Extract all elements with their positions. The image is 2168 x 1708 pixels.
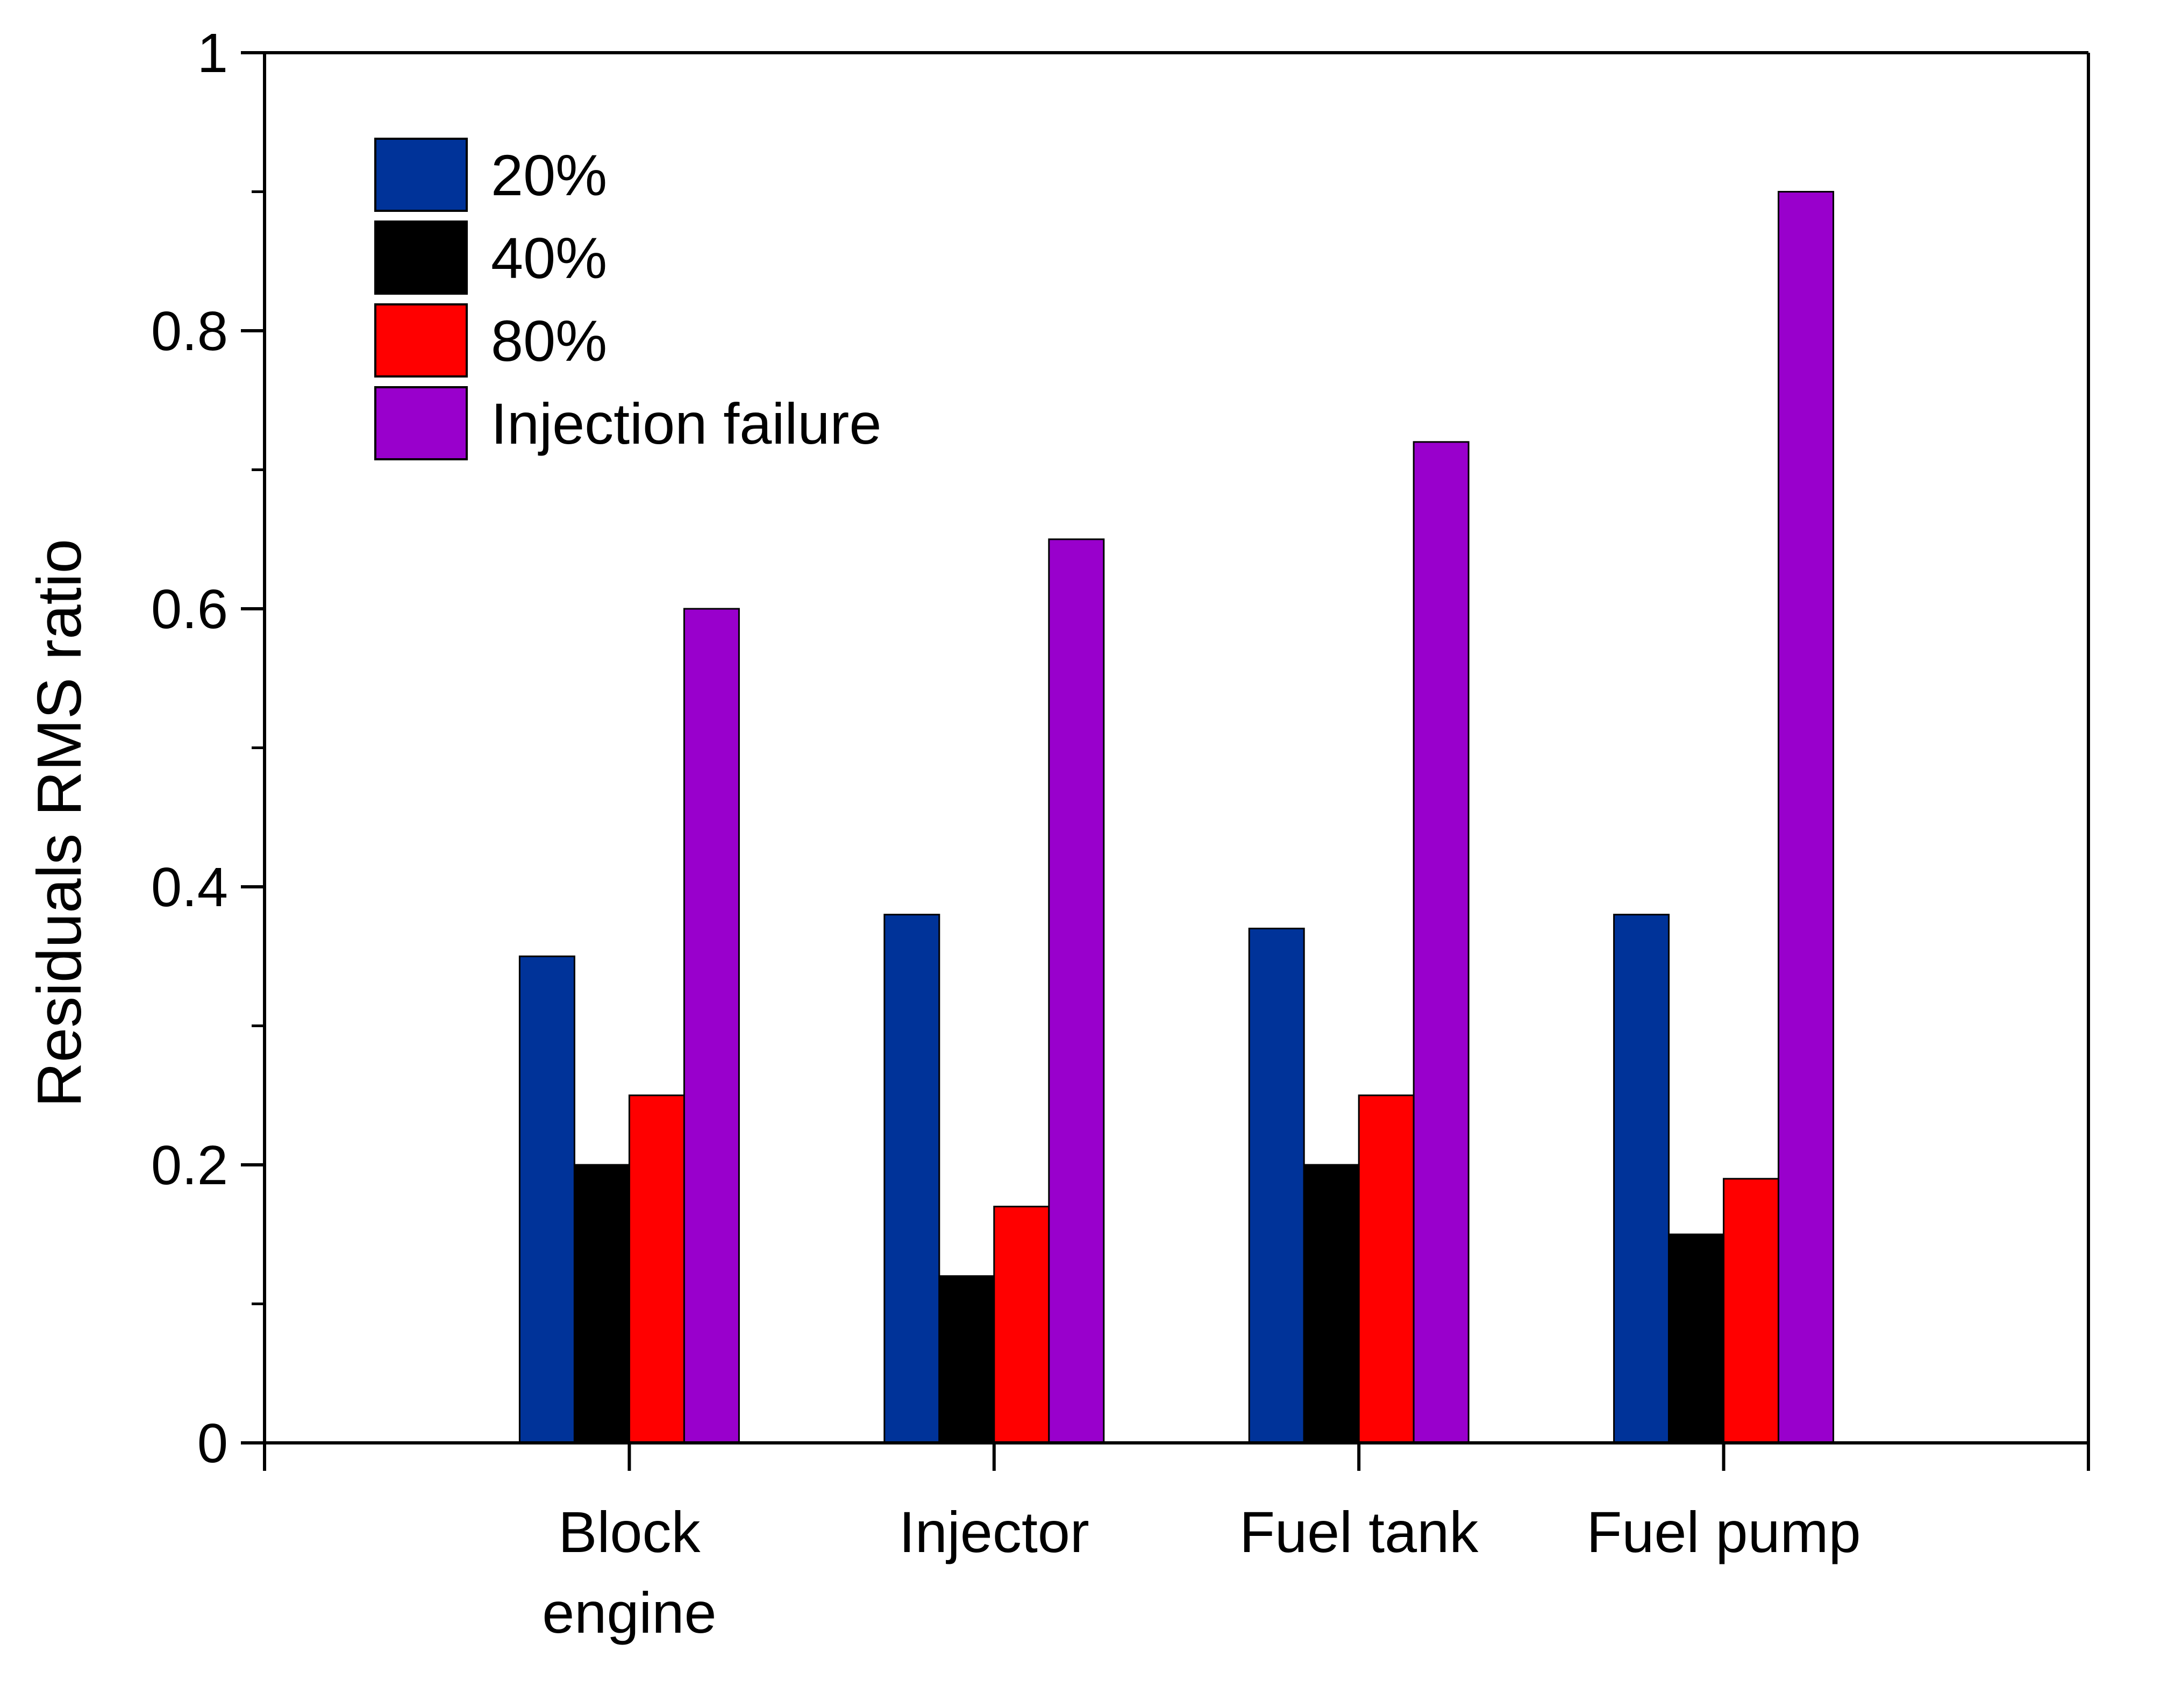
bar-fuel-pump-2 bbox=[1723, 1178, 1780, 1444]
bar-block-engine-1 bbox=[573, 1164, 630, 1444]
y-tick-label: 1 bbox=[197, 22, 228, 84]
bar-fuel-tank-0 bbox=[1248, 928, 1305, 1444]
bar-fuel-pump-0 bbox=[1613, 914, 1670, 1444]
x-category-label-line: Fuel tank bbox=[1239, 1499, 1479, 1564]
bar-fuel-tank-3 bbox=[1413, 441, 1470, 1444]
bar-injector-2 bbox=[993, 1206, 1050, 1444]
axes-layer: 0 0.2 0.4 0.6 0.8 1 Block engine Injector Fuel ta… bbox=[24, 22, 2090, 1645]
bars-layer bbox=[518, 191, 1835, 1444]
legend-label: 40% bbox=[491, 225, 607, 290]
x-category-label-line: Fuel pump bbox=[1586, 1499, 1860, 1564]
legend-label: Injection failure bbox=[491, 391, 881, 456]
bar-injector-3 bbox=[1048, 538, 1105, 1444]
bar-block-engine-0 bbox=[518, 955, 575, 1444]
legend-swatch bbox=[374, 220, 468, 295]
x-category-label: Fuel tank bbox=[1239, 1499, 1479, 1564]
y-tick-label: 0.4 bbox=[151, 856, 228, 918]
bar-fuel-pump-3 bbox=[1778, 191, 1835, 1444]
legend-label: 80% bbox=[491, 308, 607, 373]
x-category-label: Block engine bbox=[542, 1499, 716, 1645]
legend-swatch bbox=[374, 303, 468, 378]
x-category-label-line: Block bbox=[558, 1499, 701, 1564]
bar-injector-0 bbox=[883, 914, 940, 1444]
y-tick-label: 0 bbox=[197, 1412, 228, 1474]
legend-label: 20% bbox=[491, 143, 607, 208]
x-category-label-line: Injector bbox=[899, 1499, 1089, 1564]
legend: 20% 40% 80% Injection failure bbox=[374, 138, 881, 460]
y-tick-label: 0.2 bbox=[151, 1134, 228, 1196]
legend-swatch bbox=[374, 386, 468, 460]
x-category-label-line: engine bbox=[542, 1580, 716, 1645]
y-tick-label: 0.8 bbox=[151, 300, 228, 362]
bar-injector-1 bbox=[938, 1275, 995, 1444]
bar-fuel-tank-2 bbox=[1358, 1094, 1415, 1444]
legend-swatch bbox=[374, 138, 468, 212]
x-category-label: Injector bbox=[899, 1499, 1089, 1564]
bar-block-engine-2 bbox=[628, 1094, 685, 1444]
bar-fuel-tank-1 bbox=[1303, 1164, 1360, 1444]
x-category-label: Fuel pump bbox=[1586, 1499, 1860, 1564]
y-tick-label: 0.6 bbox=[151, 578, 228, 640]
bar-fuel-pump-1 bbox=[1668, 1233, 1725, 1444]
bar-block-engine-3 bbox=[683, 608, 740, 1444]
y-axis-title: Residuals RMS ratio bbox=[24, 539, 94, 1107]
